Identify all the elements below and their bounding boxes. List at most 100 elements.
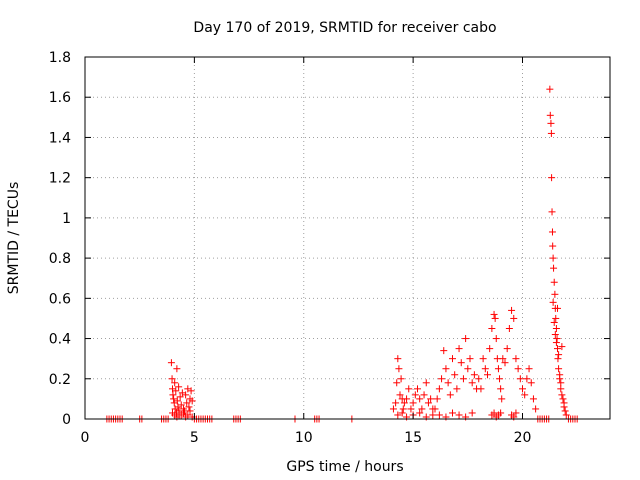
data-point xyxy=(550,318,558,326)
data-point xyxy=(457,359,465,367)
data-point xyxy=(525,365,533,373)
data-point xyxy=(475,375,483,383)
data-point xyxy=(548,208,556,216)
data-point xyxy=(455,411,463,419)
data-point xyxy=(505,325,513,332)
data-point xyxy=(392,399,400,407)
data-point xyxy=(514,365,522,373)
data-point xyxy=(549,298,557,306)
data-point xyxy=(459,375,467,383)
data-point xyxy=(449,355,456,363)
data-point xyxy=(550,264,558,272)
data-point xyxy=(184,411,192,419)
data-point xyxy=(175,383,183,391)
data-point xyxy=(508,306,516,314)
data-point xyxy=(554,355,562,363)
x-tick-label: 0 xyxy=(81,430,90,446)
data-point xyxy=(521,391,529,399)
data-point xyxy=(395,365,403,373)
data-point xyxy=(562,411,570,419)
data-point xyxy=(416,409,424,417)
data-point xyxy=(554,304,561,312)
data-point xyxy=(389,405,397,413)
data-point xyxy=(499,355,507,363)
data-point xyxy=(552,325,560,332)
data-point xyxy=(498,395,506,403)
data-point xyxy=(431,405,439,413)
data-point xyxy=(466,355,474,363)
data-point xyxy=(532,405,540,413)
data-point xyxy=(496,375,504,383)
data-point xyxy=(492,335,500,343)
data-point xyxy=(554,345,561,353)
data-point xyxy=(546,85,554,93)
data-point xyxy=(552,314,560,322)
data-point xyxy=(552,339,560,347)
data-point xyxy=(546,111,554,119)
data-point xyxy=(394,355,402,363)
data-point xyxy=(414,385,421,393)
points-layer xyxy=(103,85,581,423)
data-point xyxy=(398,409,406,417)
y-tick-label: 1.2 xyxy=(49,171,71,187)
data-point xyxy=(399,405,407,413)
data-point xyxy=(470,371,478,379)
data-point xyxy=(529,395,537,403)
data-point xyxy=(170,395,178,403)
data-point xyxy=(477,385,485,393)
data-point xyxy=(464,365,472,373)
data-point xyxy=(549,254,557,262)
data-point xyxy=(486,345,494,353)
data-point xyxy=(418,405,426,413)
data-point xyxy=(407,405,415,413)
data-point xyxy=(176,393,184,401)
data-point xyxy=(551,290,559,298)
data-point xyxy=(527,379,535,387)
data-point xyxy=(501,359,509,367)
data-point xyxy=(558,343,566,351)
data-point xyxy=(411,391,419,399)
data-point xyxy=(497,385,505,393)
data-point xyxy=(446,391,454,399)
y-tick-label: 1 xyxy=(62,211,71,227)
data-point xyxy=(481,365,489,373)
data-point xyxy=(549,242,557,250)
data-point xyxy=(560,399,568,407)
data-point xyxy=(490,310,498,318)
data-point xyxy=(396,391,404,399)
data-point xyxy=(435,385,443,393)
data-point xyxy=(547,119,555,127)
data-point xyxy=(453,385,461,393)
data-point xyxy=(523,375,531,383)
plot-frame xyxy=(84,56,611,420)
data-point xyxy=(494,365,502,373)
data-point xyxy=(490,409,498,417)
data-point xyxy=(551,331,559,339)
data-point xyxy=(555,365,563,373)
x-tick-label: 20 xyxy=(514,430,532,446)
y-tick-label: 1.4 xyxy=(49,130,71,146)
data-point xyxy=(409,399,417,407)
data-point xyxy=(429,411,437,419)
data-point xyxy=(561,407,569,415)
y-tick-label: 0.8 xyxy=(49,251,71,267)
data-point xyxy=(403,395,411,403)
data-point xyxy=(556,371,564,379)
data-point xyxy=(173,397,181,405)
data-point xyxy=(497,409,505,417)
data-point xyxy=(557,379,565,387)
data-point xyxy=(503,345,511,353)
data-point xyxy=(427,395,435,403)
data-point xyxy=(185,403,193,411)
y-tick-label: 0.4 xyxy=(49,332,71,348)
data-point xyxy=(484,371,491,379)
data-point xyxy=(438,375,446,383)
data-point xyxy=(420,391,428,399)
data-point xyxy=(516,375,524,383)
data-point xyxy=(175,407,183,415)
y-tick-label: 0 xyxy=(62,412,71,428)
data-point xyxy=(451,371,459,379)
data-point xyxy=(558,391,566,399)
data-point xyxy=(168,375,176,383)
data-point xyxy=(557,385,565,393)
